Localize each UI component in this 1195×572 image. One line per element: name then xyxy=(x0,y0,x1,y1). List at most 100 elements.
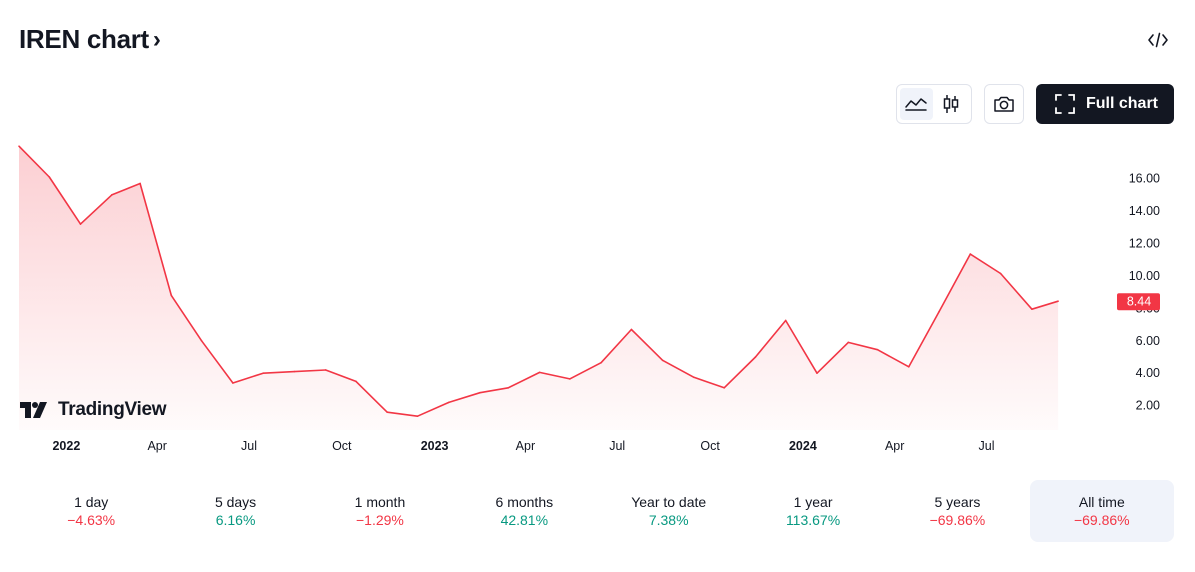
y-tick-label: 2.00 xyxy=(1136,399,1160,413)
period-1d[interactable]: 1 day −4.63% xyxy=(19,480,163,542)
price-line-segment xyxy=(723,356,757,389)
period-change: −1.29% xyxy=(356,512,404,528)
x-tick-label: Jul xyxy=(241,439,257,453)
period-all[interactable]: All time −69.86% xyxy=(1029,480,1174,542)
period-change: −69.86% xyxy=(1073,512,1130,528)
price-line-segment xyxy=(938,253,972,313)
fullscreen-icon xyxy=(1055,94,1075,114)
price-line-segment xyxy=(111,182,141,196)
price-line-segment xyxy=(507,371,541,389)
page-title: IREN chart xyxy=(19,24,149,54)
x-tick-label: Jul xyxy=(979,439,995,453)
x-tick-label: Apr xyxy=(885,439,904,453)
period-5y[interactable]: 5 years −69.86% xyxy=(885,480,1029,542)
price-line-segment xyxy=(139,182,173,297)
x-tick-label: 2023 xyxy=(421,439,449,453)
period-change: 7.38% xyxy=(648,512,689,528)
price-line-segment xyxy=(784,319,818,374)
y-tick-label: 12.00 xyxy=(1129,237,1160,251)
price-line-segment xyxy=(600,328,633,364)
price-line-segment xyxy=(969,253,1002,275)
price-line-segment xyxy=(999,272,1033,310)
embed-code-button[interactable] xyxy=(1145,28,1171,52)
y-tick-label: 4.00 xyxy=(1136,366,1160,380)
full-chart-label: Full chart xyxy=(1085,95,1158,112)
candlestick-icon xyxy=(944,95,959,113)
area-chart-icon xyxy=(905,98,928,111)
period-change: −69.86% xyxy=(929,512,986,528)
period-change: 6.16% xyxy=(215,512,256,528)
snapshot-button[interactable] xyxy=(983,84,1024,124)
tradingview-logo-text: TradingView xyxy=(58,399,167,420)
camera-icon xyxy=(994,96,1014,112)
price-line-segment xyxy=(754,319,787,358)
price-line-segment xyxy=(568,361,602,380)
x-tick-label: Apr xyxy=(516,439,535,453)
period-label: 6 months xyxy=(495,494,554,510)
code-embed-icon xyxy=(1148,32,1168,48)
price-line-segment xyxy=(232,372,264,384)
price-line-segment xyxy=(324,369,357,383)
price-line-segment xyxy=(816,341,850,374)
price-line-segment xyxy=(693,376,726,389)
y-tick-label: 14.00 xyxy=(1129,204,1160,218)
period-label: 5 years xyxy=(934,494,981,510)
y-tick-label: 16.00 xyxy=(1129,172,1160,186)
period-label: 1 year xyxy=(793,494,833,510)
price-line-segment xyxy=(170,294,203,342)
price-line-segment xyxy=(661,359,695,379)
y-tick-label: 6.00 xyxy=(1136,334,1160,348)
y-tick-label: 10.00 xyxy=(1129,269,1160,283)
chart-toolbar: Full chart xyxy=(895,84,1174,124)
period-selector: 1 day −4.63% 5 days 6.16% 1 month −1.29% 6 … xyxy=(19,480,1174,542)
price-line-segment xyxy=(447,391,481,404)
period-label: 1 day xyxy=(74,494,109,510)
price-line-segment xyxy=(18,145,51,178)
price-area-fill xyxy=(19,146,1059,430)
price-line-segment xyxy=(262,370,296,374)
period-label: 5 days xyxy=(214,494,257,510)
price-line-segment xyxy=(293,369,327,373)
price-line-segment xyxy=(479,386,510,394)
tradingview-logo[interactable]: TradingView xyxy=(20,399,167,421)
full-chart-button[interactable]: Full chart xyxy=(1035,84,1174,124)
price-line-segment xyxy=(630,328,664,362)
chart-style-toggle xyxy=(895,84,972,124)
last-price-badge xyxy=(1117,293,1160,311)
price-line-segment xyxy=(907,310,940,368)
period-1m[interactable]: 1 month −1.29% xyxy=(308,480,452,542)
chevron-right-icon: › xyxy=(152,25,161,53)
price-line-segment xyxy=(538,371,571,380)
tradingview-logo-icon xyxy=(20,402,47,418)
price-line-segment xyxy=(200,340,234,384)
price-line-segment xyxy=(876,348,910,368)
last-price-label: 8.44 xyxy=(1127,295,1151,309)
x-tick-label: Jul xyxy=(609,439,625,453)
price-line-segment xyxy=(847,341,879,351)
price-line-segment xyxy=(416,401,450,418)
period-change: 42.81% xyxy=(500,512,549,528)
area-style-button[interactable] xyxy=(899,88,933,120)
price-line-segment xyxy=(48,176,82,225)
x-tick-label: Oct xyxy=(332,439,352,453)
period-change: 113.67% xyxy=(785,512,841,528)
period-ytd[interactable]: Year to date 7.38% xyxy=(597,480,741,542)
chart-title-link[interactable]: IREN chart › xyxy=(19,24,161,55)
period-change: −4.63% xyxy=(67,512,116,528)
price-line-segment xyxy=(355,380,389,414)
x-tick-label: 2022 xyxy=(52,439,80,453)
candle-style-button[interactable] xyxy=(935,88,968,120)
x-tick-label: Oct xyxy=(700,439,720,453)
price-line-segment xyxy=(79,194,113,225)
period-1y[interactable]: 1 year 113.67% xyxy=(741,480,885,542)
price-line-segment xyxy=(1031,300,1059,310)
period-6m[interactable]: 6 months 42.81% xyxy=(452,480,596,542)
period-label: 1 month xyxy=(354,494,406,510)
x-tick-label: 2024 xyxy=(789,439,817,453)
period-5d[interactable]: 5 days 6.16% xyxy=(163,480,307,542)
x-tick-label: Apr xyxy=(147,439,166,453)
period-label: All time xyxy=(1078,494,1125,510)
price-line-segment xyxy=(386,411,419,418)
period-label: Year to date xyxy=(631,494,707,510)
